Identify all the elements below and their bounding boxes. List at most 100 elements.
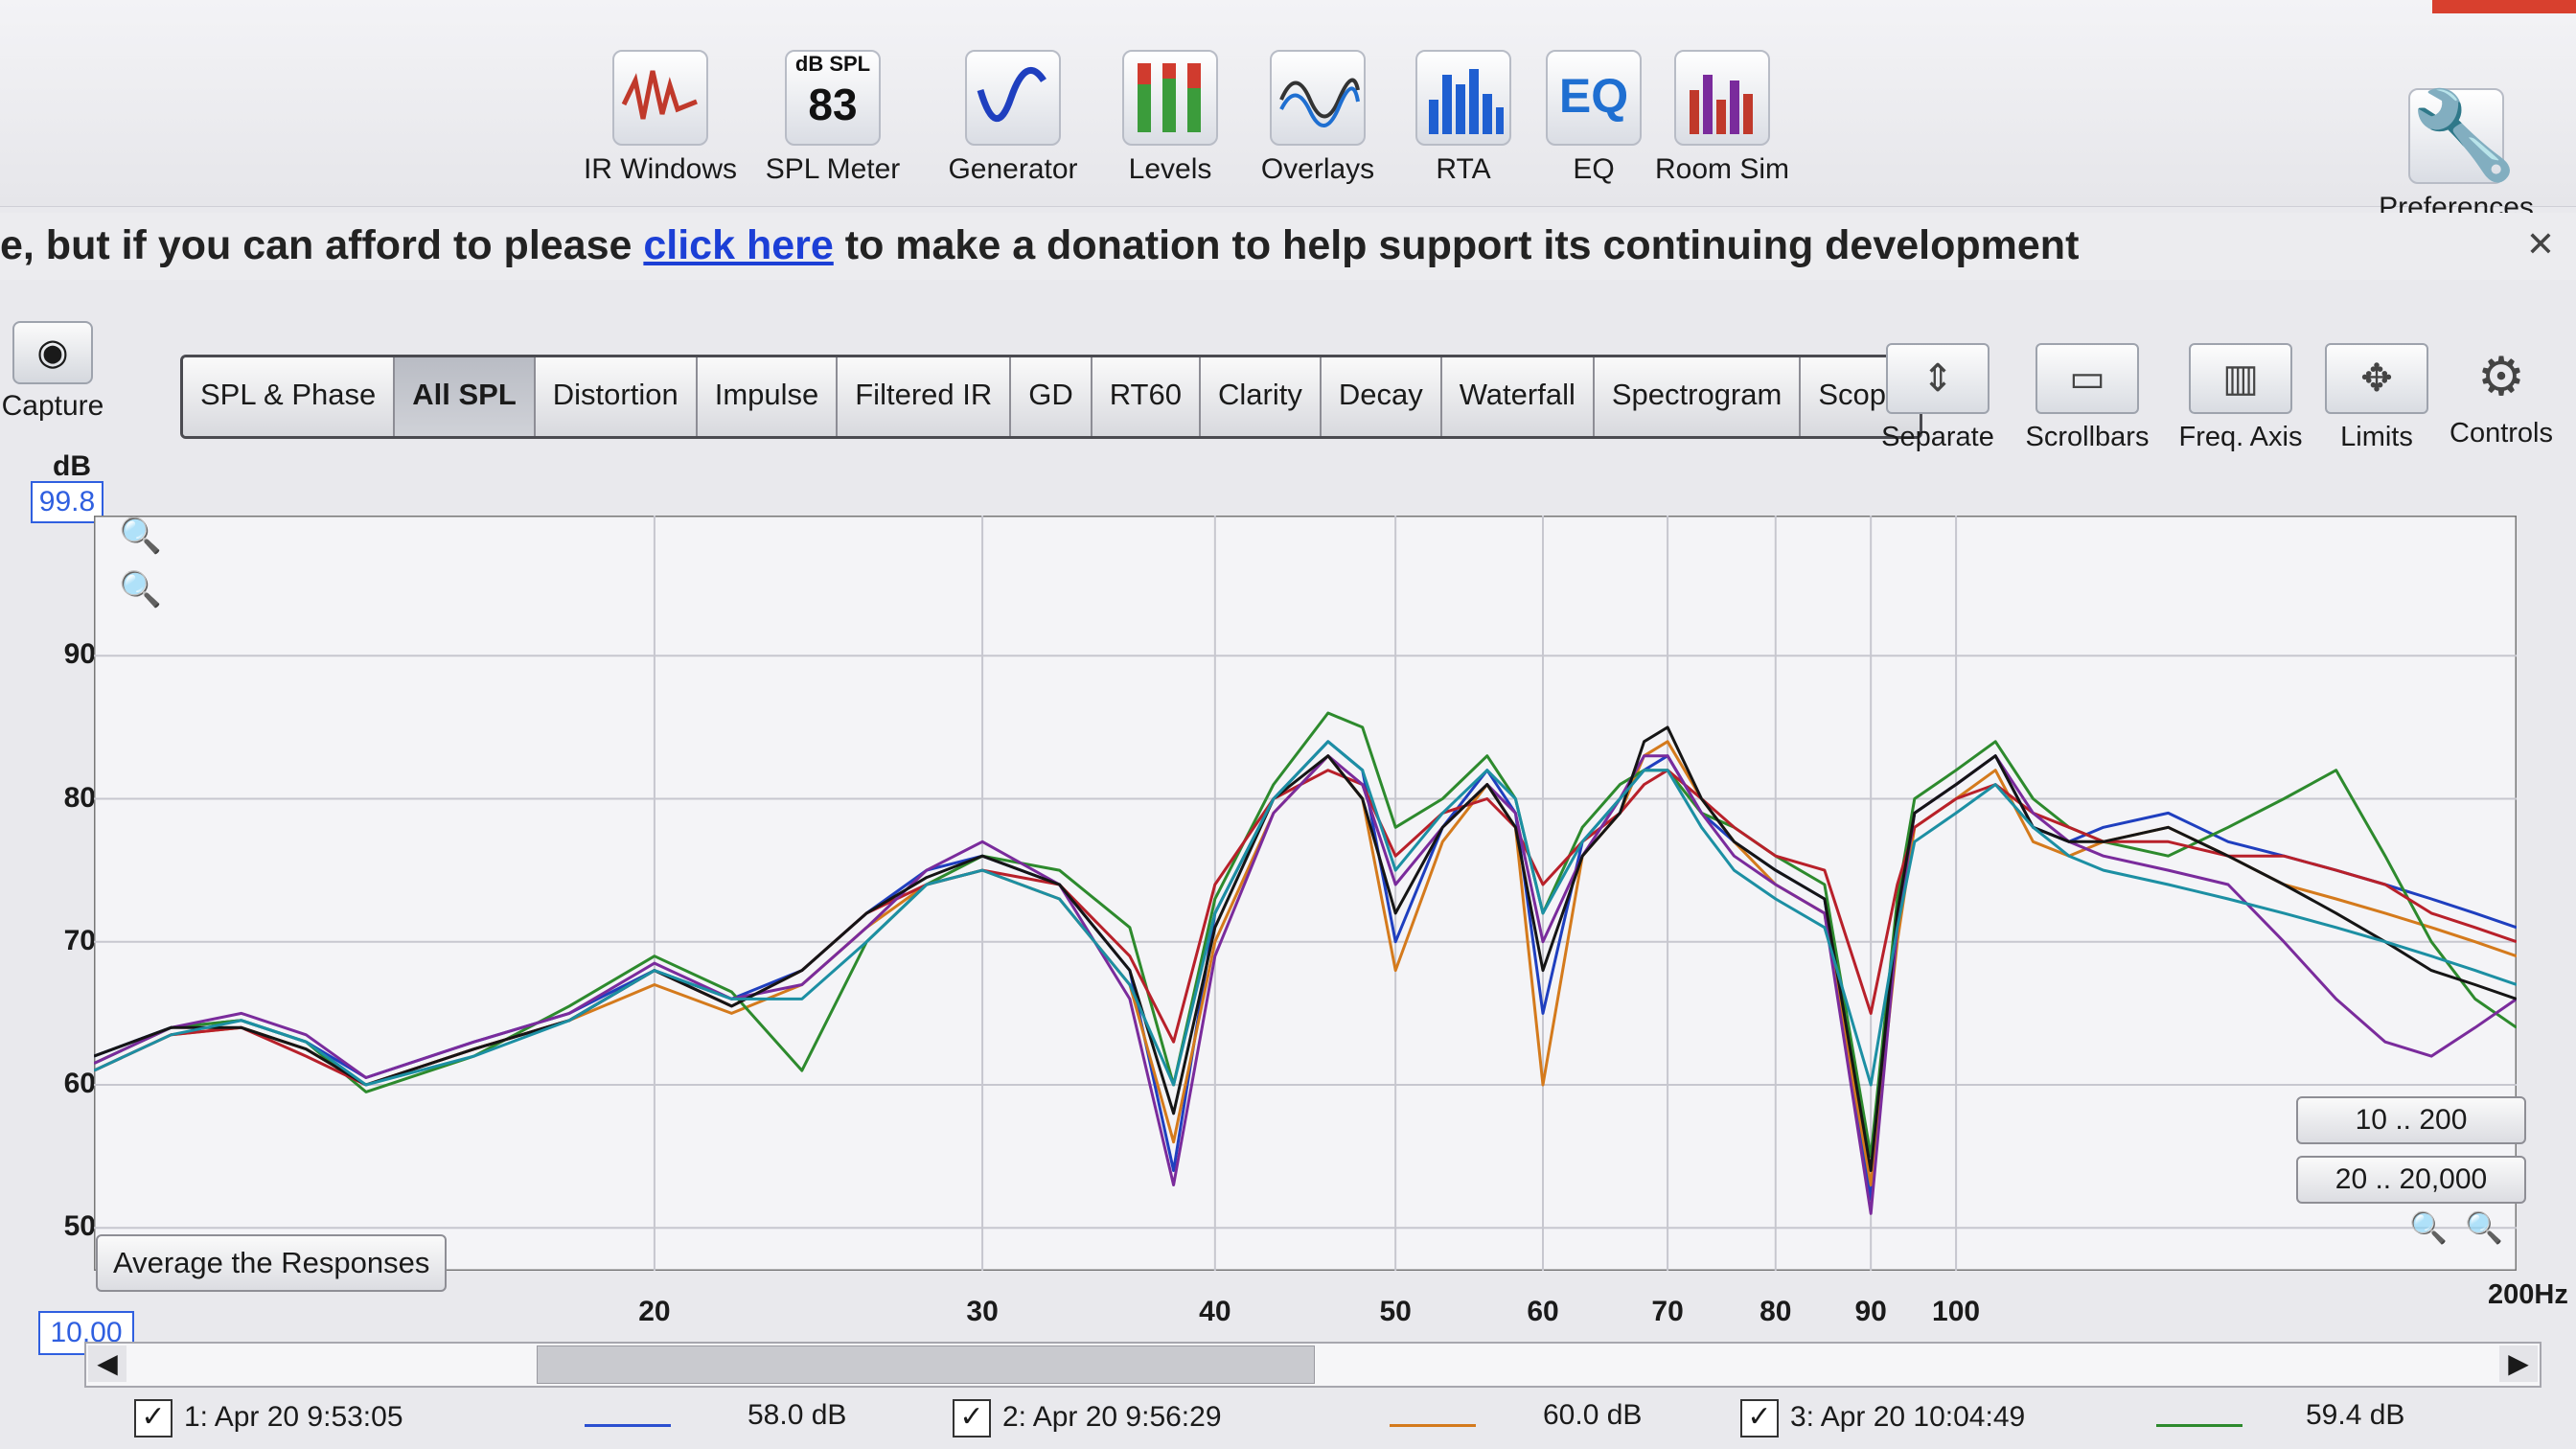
legend-item-3[interactable]: ✓ 3: Apr 20 10:04:49 <box>1740 1399 2025 1438</box>
tab-gd[interactable]: GD <box>1011 357 1092 436</box>
donation-text: e, but if you can afford to please click… <box>0 222 2079 269</box>
zoom-out-icon[interactable]: 🔍 <box>119 569 162 609</box>
x-tick-label: 100 <box>1932 1296 1981 1327</box>
range-20-20000-button[interactable]: 20 .. 20,000 <box>2296 1156 2526 1204</box>
close-icon[interactable]: ✕ <box>2525 224 2555 264</box>
eq-icon: EQ <box>1546 50 1642 146</box>
tab-spl-phase[interactable]: SPL & Phase <box>183 357 396 436</box>
graph-tabs: SPL & Phase All SPL Distortion Impulse F… <box>180 355 1923 439</box>
rta-icon <box>1415 50 1511 146</box>
wrench-icon: 🔧 <box>2408 88 2518 184</box>
limits-icon: ✥ <box>2325 343 2428 414</box>
x-axis-end-label: 200Hz <box>2488 1279 2568 1310</box>
spl-meter-icon: dB SPL 83 <box>785 50 881 146</box>
legend-item-1[interactable]: ✓ 1: Apr 20 9:53:05 <box>134 1399 403 1438</box>
x-tick-label: 90 <box>1854 1296 1887 1327</box>
donation-link[interactable]: click here <box>643 222 834 268</box>
donation-suffix: to make a donation to help support its c… <box>833 222 2080 268</box>
capture-button[interactable]: ◉ Capture <box>0 321 105 423</box>
x-tick-label: 20 <box>638 1296 671 1327</box>
limits-button[interactable]: ✥ Limits <box>2310 343 2444 453</box>
ir-windows-icon <box>612 50 708 146</box>
scrollbar-thumb[interactable] <box>537 1346 1315 1384</box>
spl-plot[interactable]: 🔍 🔍 <box>94 516 2517 1271</box>
camera-icon: ◉ <box>12 321 93 384</box>
separate-label: Separate <box>1881 422 1994 452</box>
spl-meter-button[interactable]: dB SPL 83 SPL Meter <box>751 50 914 186</box>
room-sim-icon <box>1674 50 1770 146</box>
window-close-button[interactable] <box>2432 0 2576 13</box>
tab-clarity[interactable]: Clarity <box>1200 357 1322 436</box>
separate-button[interactable]: ⇕ Separate <box>1871 343 2005 453</box>
y-tick-label: 70 <box>63 924 96 956</box>
freq-axis-label: Freq. Axis <box>2178 422 2303 452</box>
donation-banner: e, but if you can afford to please click… <box>0 213 2576 280</box>
legend-label-1: 1: Apr 20 9:53:05 <box>184 1400 403 1433</box>
generator-button[interactable]: Generator <box>932 50 1094 186</box>
tab-filtered-ir[interactable]: Filtered IR <box>838 357 1012 436</box>
eq-button[interactable]: EQ EQ <box>1512 50 1675 186</box>
levels-icon <box>1122 50 1218 146</box>
checkmark-icon[interactable]: ✓ <box>953 1399 991 1438</box>
room-sim-label: Room Sim <box>1654 153 1790 185</box>
series-line-7 <box>94 740 2517 1087</box>
legend-label-2: 2: Apr 20 9:56:29 <box>1002 1400 1222 1433</box>
checkmark-icon[interactable]: ✓ <box>134 1399 172 1438</box>
levels-label: Levels <box>1128 153 1212 185</box>
tab-waterfall[interactable]: Waterfall <box>1441 357 1595 436</box>
x-tick-label: 80 <box>1760 1296 1792 1327</box>
y-tick-label: 60 <box>63 1067 96 1099</box>
ir-windows-button[interactable]: IR Windows <box>579 50 742 186</box>
y-axis-top-input[interactable]: 99.8 <box>31 481 104 523</box>
horizontal-scrollbar[interactable]: ◀ ▶ <box>84 1342 2542 1388</box>
gear-icon: ⚙ <box>2476 346 2526 406</box>
x-tick-label: 70 <box>1651 1296 1684 1327</box>
range-10-200-button[interactable]: 10 .. 200 <box>2296 1096 2526 1144</box>
legend-item-2[interactable]: ✓ 2: Apr 20 9:56:29 <box>953 1399 1222 1438</box>
legend-level-1: 58.0 dB <box>748 1399 847 1431</box>
y-tick-label: 90 <box>63 638 96 671</box>
generator-icon <box>965 50 1061 146</box>
x-tick-label: 40 <box>1199 1296 1231 1327</box>
tab-rt60[interactable]: RT60 <box>1092 357 1201 436</box>
scrollbars-button[interactable]: ▭ Scrollbars <box>2020 343 2154 453</box>
y-tick-label: 80 <box>63 781 96 814</box>
overlays-button[interactable]: Overlays <box>1236 50 1399 186</box>
rta-button[interactable]: RTA <box>1382 50 1545 186</box>
freq-axis-button[interactable]: ▥ Freq. Axis <box>2174 343 2308 453</box>
donation-prefix: e, but if you can afford to please <box>0 222 644 268</box>
chevron-right-icon[interactable]: ▶ <box>2499 1346 2538 1382</box>
rta-label: RTA <box>1436 153 1491 185</box>
overlays-icon <box>1270 50 1366 146</box>
spl-unit: dB SPL <box>794 52 871 76</box>
scrollbars-icon: ▭ <box>2036 343 2139 414</box>
main-toolbar: IR Windows dB SPL 83 SPL Meter Generator… <box>0 0 2576 223</box>
legend-level-2: 60.0 dB <box>1543 1399 1643 1431</box>
controls-label: Controls <box>2450 418 2553 448</box>
checkmark-icon[interactable]: ✓ <box>1740 1399 1779 1438</box>
x-tick-label: 30 <box>966 1296 999 1327</box>
y-axis-unit: dB <box>53 450 91 482</box>
scrollbars-label: Scrollbars <box>2025 422 2150 452</box>
tab-all-spl[interactable]: All SPL <box>395 357 536 436</box>
legend-label-3: 3: Apr 20 10:04:49 <box>1790 1400 2026 1433</box>
measurement-legend: ✓ 1: Apr 20 9:53:05 58.0 dB ✓ 2: Apr 20 9:… <box>105 1399 2520 1449</box>
average-responses-button[interactable]: Average the Responses <box>96 1234 448 1292</box>
preferences-button[interactable]: 🔧 Preferences <box>2375 88 2538 224</box>
levels-button[interactable]: Levels <box>1089 50 1252 186</box>
y-tick-label: 50 <box>63 1210 96 1243</box>
zoom-x-in-icon[interactable]: 🔍 <box>2409 1210 2448 1245</box>
plot-background <box>94 516 2517 1271</box>
tab-impulse[interactable]: Impulse <box>697 357 839 436</box>
chevron-left-icon[interactable]: ◀ <box>88 1346 126 1382</box>
tab-spectrogram[interactable]: Spectrogram <box>1594 357 1802 436</box>
tab-distortion[interactable]: Distortion <box>535 357 698 436</box>
x-tick-label: 50 <box>1379 1296 1412 1327</box>
tab-decay[interactable]: Decay <box>1321 357 1442 436</box>
capture-label: Capture <box>1 390 104 422</box>
controls-button[interactable]: ⚙ Controls <box>2434 343 2568 449</box>
zoom-in-icon[interactable]: 🔍 <box>119 516 162 555</box>
zoom-x-out-icon[interactable]: 🔍 <box>2465 1210 2503 1245</box>
legend-line-1 <box>585 1424 671 1427</box>
room-sim-button[interactable]: Room Sim <box>1641 50 1804 186</box>
